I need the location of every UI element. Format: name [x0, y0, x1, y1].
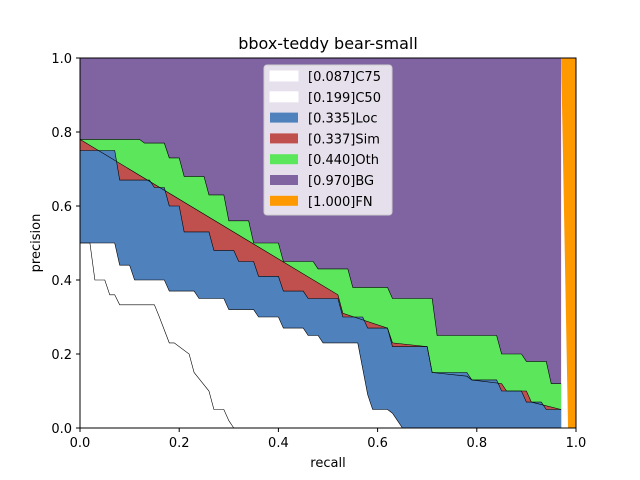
legend-label: [0.199]C50: [308, 91, 381, 106]
legend-label: [1.000]FN: [308, 195, 373, 210]
legend-swatch: [269, 70, 299, 82]
plot-lines: [79, 139, 562, 429]
legend-label: [0.087]C75: [308, 70, 381, 85]
legend-swatch: [270, 195, 298, 206]
plot-frame: [79, 57, 577, 429]
legend: [0.087]C75 [0.199]C50 [0.335]Loc [0.337]Sim…: [263, 64, 393, 216]
legend-label: [0.337]Sim: [308, 132, 380, 147]
legend-swatch: [269, 91, 299, 103]
x-tick-label: 0.2: [169, 436, 190, 451]
series-area-c75: [80, 243, 234, 428]
x-tick-label: 1.0: [566, 436, 587, 451]
x-axis: 0.0 0.2 0.4 0.6 0.8 1.0: [70, 428, 587, 451]
y-tick-label: 0.2: [51, 348, 72, 363]
series-line-c75: [80, 242, 235, 429]
legend-label: [0.335]Loc: [308, 112, 377, 127]
x-tick-label: 0.4: [268, 436, 289, 451]
y-axis-label: precision: [29, 214, 44, 273]
y-tick-label: 0.8: [51, 126, 72, 141]
series-line-oth: [80, 139, 562, 384]
y-axis: 0.0 0.2 0.4 0.6 0.8 1.0: [51, 52, 80, 437]
x-tick-label: 0.8: [466, 436, 487, 451]
legend-label: [0.970]BG: [308, 174, 374, 189]
chart-title: bbox-teddy bear-small: [238, 34, 418, 53]
x-tick-label: 0.0: [70, 436, 91, 451]
y-tick-label: 1.0: [51, 52, 72, 67]
legend-swatch: [270, 175, 298, 185]
y-tick-label: 0.0: [51, 422, 72, 437]
x-axis-label: recall: [310, 456, 345, 471]
y-tick-label: 0.6: [51, 200, 72, 215]
y-tick-label: 0.4: [51, 274, 72, 289]
x-tick-label: 0.6: [367, 436, 388, 451]
legend-swatch: [270, 133, 298, 144]
series-line-loc: [80, 150, 562, 410]
legend-label: [0.440]Oth: [308, 153, 379, 168]
legend-swatch: [270, 154, 298, 165]
series-line-sim: [79, 139, 562, 410]
series-area-fn: [561, 58, 576, 428]
series-line-c50: [80, 242, 403, 429]
legend-swatch: [270, 112, 298, 123]
